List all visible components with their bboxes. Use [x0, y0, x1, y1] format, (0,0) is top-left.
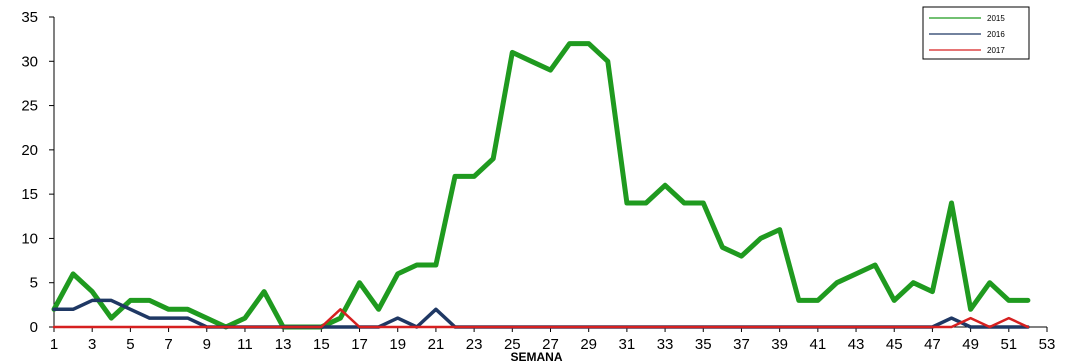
- y-tick-label: 35: [21, 9, 38, 26]
- x-tick-label: 31: [619, 336, 636, 353]
- y-tick-label: 25: [21, 98, 38, 115]
- x-tick-label: 53: [1039, 336, 1056, 353]
- x-tick-label: 39: [771, 336, 788, 353]
- x-tick-label: 43: [848, 336, 865, 353]
- x-tick-label: 23: [466, 336, 483, 353]
- x-tick-label: 27: [542, 336, 559, 353]
- y-axis-ticks: 0 5 10 15 20 25 30 35: [21, 9, 54, 336]
- series-line-2017: [52, 308, 1030, 329]
- legend-label-2015: 2015: [987, 14, 1005, 23]
- x-tick-label: 47: [924, 336, 941, 353]
- legend: 2015 2016 2017: [922, 6, 1030, 60]
- y-tick-label: 15: [21, 186, 38, 203]
- x-tick-label: 17: [351, 336, 368, 353]
- y-tick-label: 10: [21, 230, 38, 247]
- x-tick-label: 49: [962, 336, 979, 353]
- x-tick-label: 1: [50, 336, 58, 353]
- x-tick-label: 19: [389, 336, 406, 353]
- x-axis-label: SEMANA: [510, 350, 562, 362]
- legend-label-2016: 2016: [987, 30, 1005, 39]
- series-line-2015: [51, 41, 1031, 330]
- legend-label-2017: 2017: [987, 46, 1005, 55]
- x-tick-label: 7: [164, 336, 172, 353]
- x-tick-label: 37: [733, 336, 750, 353]
- y-tick-label: 5: [30, 275, 38, 292]
- x-tick-label: 9: [203, 336, 211, 353]
- x-tick-label: 51: [1000, 336, 1017, 353]
- x-tick-label: 13: [275, 336, 292, 353]
- x-tick-label: 5: [126, 336, 134, 353]
- y-tick-label: 30: [21, 53, 38, 70]
- legend-box: [922, 6, 1030, 60]
- x-tick-label: 11: [237, 336, 253, 353]
- x-tick-label: 29: [580, 336, 597, 353]
- y-tick-label: 20: [21, 142, 38, 159]
- x-tick-label: 25: [504, 336, 521, 353]
- x-tick-label: 3: [88, 336, 96, 353]
- y-tick-label: 0: [30, 319, 38, 336]
- series-layer: [51, 41, 1031, 330]
- x-tick-label: 41: [810, 336, 827, 353]
- x-tick-label: 35: [695, 336, 712, 353]
- x-tick-label: 21: [428, 336, 445, 353]
- x-tick-label: 45: [886, 336, 903, 353]
- x-tick-label: 15: [313, 336, 330, 353]
- x-tick-label: 33: [657, 336, 674, 353]
